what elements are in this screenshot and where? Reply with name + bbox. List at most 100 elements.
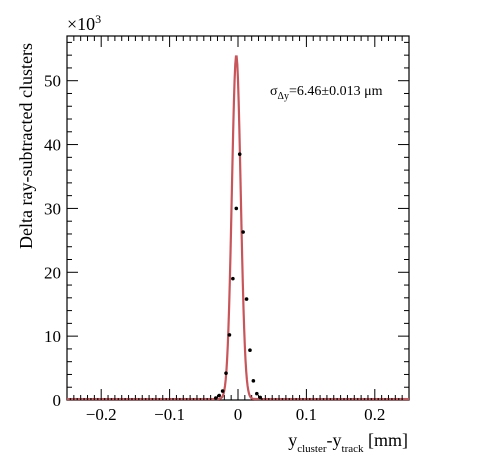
tail-point bbox=[373, 398, 376, 400]
tail-point bbox=[339, 398, 342, 400]
data-point bbox=[237, 152, 242, 156]
tail-point bbox=[107, 398, 109, 400]
tail-point bbox=[384, 398, 386, 400]
y-tick-label: 40 bbox=[44, 136, 61, 155]
tail-point bbox=[134, 398, 137, 400]
y-axis-title: Delta ray-subtracted clusters bbox=[16, 43, 36, 249]
tail-point bbox=[346, 398, 349, 400]
x-axis-title-main: y bbox=[288, 430, 297, 450]
tail-point bbox=[117, 398, 120, 400]
tail-point bbox=[397, 398, 400, 400]
tail-point bbox=[394, 398, 397, 400]
tail-point bbox=[172, 398, 174, 400]
tail-point bbox=[72, 398, 75, 400]
tail-point bbox=[83, 398, 85, 400]
tail-point bbox=[189, 398, 192, 400]
tail-point bbox=[360, 398, 363, 400]
x-tick-label: −0.1 bbox=[154, 405, 185, 424]
y-tick-label: 0 bbox=[53, 391, 62, 410]
data-point bbox=[213, 396, 218, 400]
tail-point bbox=[202, 398, 205, 400]
tail-point bbox=[380, 398, 383, 400]
data-point bbox=[248, 348, 252, 352]
tail-point bbox=[267, 398, 270, 400]
tail-point bbox=[131, 398, 133, 400]
tail-point bbox=[206, 398, 209, 400]
tail-point bbox=[284, 398, 287, 400]
data-point bbox=[234, 206, 239, 211]
tail-point bbox=[127, 398, 130, 400]
x-axis-title-sub2: track bbox=[342, 443, 364, 455]
tail-point bbox=[144, 398, 147, 400]
tail-point bbox=[329, 398, 332, 400]
tail-point bbox=[387, 398, 390, 400]
tail-point bbox=[274, 398, 277, 400]
tail-point bbox=[137, 398, 140, 400]
tail-point bbox=[291, 398, 294, 400]
fit-curve-layer bbox=[67, 55, 409, 401]
tail-point bbox=[326, 398, 328, 400]
tail-point bbox=[302, 398, 304, 400]
tail-point bbox=[86, 398, 89, 400]
tail-point bbox=[281, 398, 284, 400]
tail-point bbox=[124, 398, 127, 400]
gaussian-fit-curve bbox=[67, 55, 409, 401]
tail-point bbox=[141, 398, 144, 400]
tail-point bbox=[319, 398, 321, 400]
tail-point bbox=[308, 398, 311, 400]
tail-point bbox=[315, 398, 318, 400]
sigma-subscript: Δy bbox=[278, 91, 289, 102]
x-tick-label: 0.1 bbox=[296, 405, 317, 424]
tail-point bbox=[312, 398, 315, 400]
tail-point bbox=[271, 398, 274, 400]
tail-point bbox=[175, 398, 178, 400]
tail-point bbox=[356, 398, 359, 400]
tail-point bbox=[100, 398, 103, 400]
tail-point bbox=[158, 398, 161, 400]
x-axis-title-sub1: cluster bbox=[297, 443, 327, 455]
x-axis-title-unit: [mm] bbox=[364, 430, 409, 450]
sigma-symbol: σ bbox=[270, 84, 278, 99]
x-axis-title-mid: -y bbox=[327, 430, 342, 450]
data-point bbox=[217, 393, 221, 398]
axis-tick-labels: −0.2 −0.1 0 0.1 0.2 0 10 20 30 40 50 bbox=[44, 72, 385, 424]
data-point bbox=[241, 230, 245, 234]
tail-point bbox=[185, 398, 188, 400]
tail-point bbox=[377, 398, 380, 400]
tail-point bbox=[199, 398, 202, 400]
tail-point bbox=[336, 398, 339, 400]
tail-point bbox=[305, 398, 308, 400]
tail-point bbox=[96, 398, 99, 400]
data-points-layer bbox=[69, 152, 404, 400]
tail-point bbox=[209, 398, 212, 400]
x-tick-label: −0.2 bbox=[86, 405, 117, 424]
tail-point bbox=[298, 398, 301, 400]
tail-point bbox=[182, 398, 185, 400]
y-tick-label: 30 bbox=[44, 199, 61, 218]
tail-point bbox=[103, 398, 106, 400]
tail-point bbox=[332, 398, 335, 400]
x-axis-title: ycluster-ytrack [mm] bbox=[288, 430, 408, 455]
tail-point bbox=[148, 398, 150, 400]
tail-point bbox=[322, 398, 325, 400]
axis-ticks bbox=[66, 36, 410, 401]
tail-point bbox=[370, 398, 373, 400]
tail-point bbox=[120, 398, 123, 400]
tail-point bbox=[178, 398, 181, 400]
tail-point bbox=[168, 398, 171, 400]
y-multiplier-base: ×10 bbox=[67, 14, 95, 34]
data-point bbox=[251, 379, 256, 383]
tail-point bbox=[349, 398, 352, 400]
y-tick-label: 10 bbox=[44, 327, 61, 346]
tail-point bbox=[367, 398, 369, 400]
data-point bbox=[258, 395, 263, 400]
tail-point bbox=[155, 398, 157, 400]
tail-point bbox=[391, 398, 393, 400]
tail-point bbox=[192, 398, 195, 400]
x-tick-label: 0.2 bbox=[364, 405, 385, 424]
tail-point bbox=[113, 398, 116, 400]
tail-point bbox=[196, 398, 198, 400]
tail-point bbox=[288, 398, 291, 400]
y-tick-label: 50 bbox=[44, 72, 61, 91]
